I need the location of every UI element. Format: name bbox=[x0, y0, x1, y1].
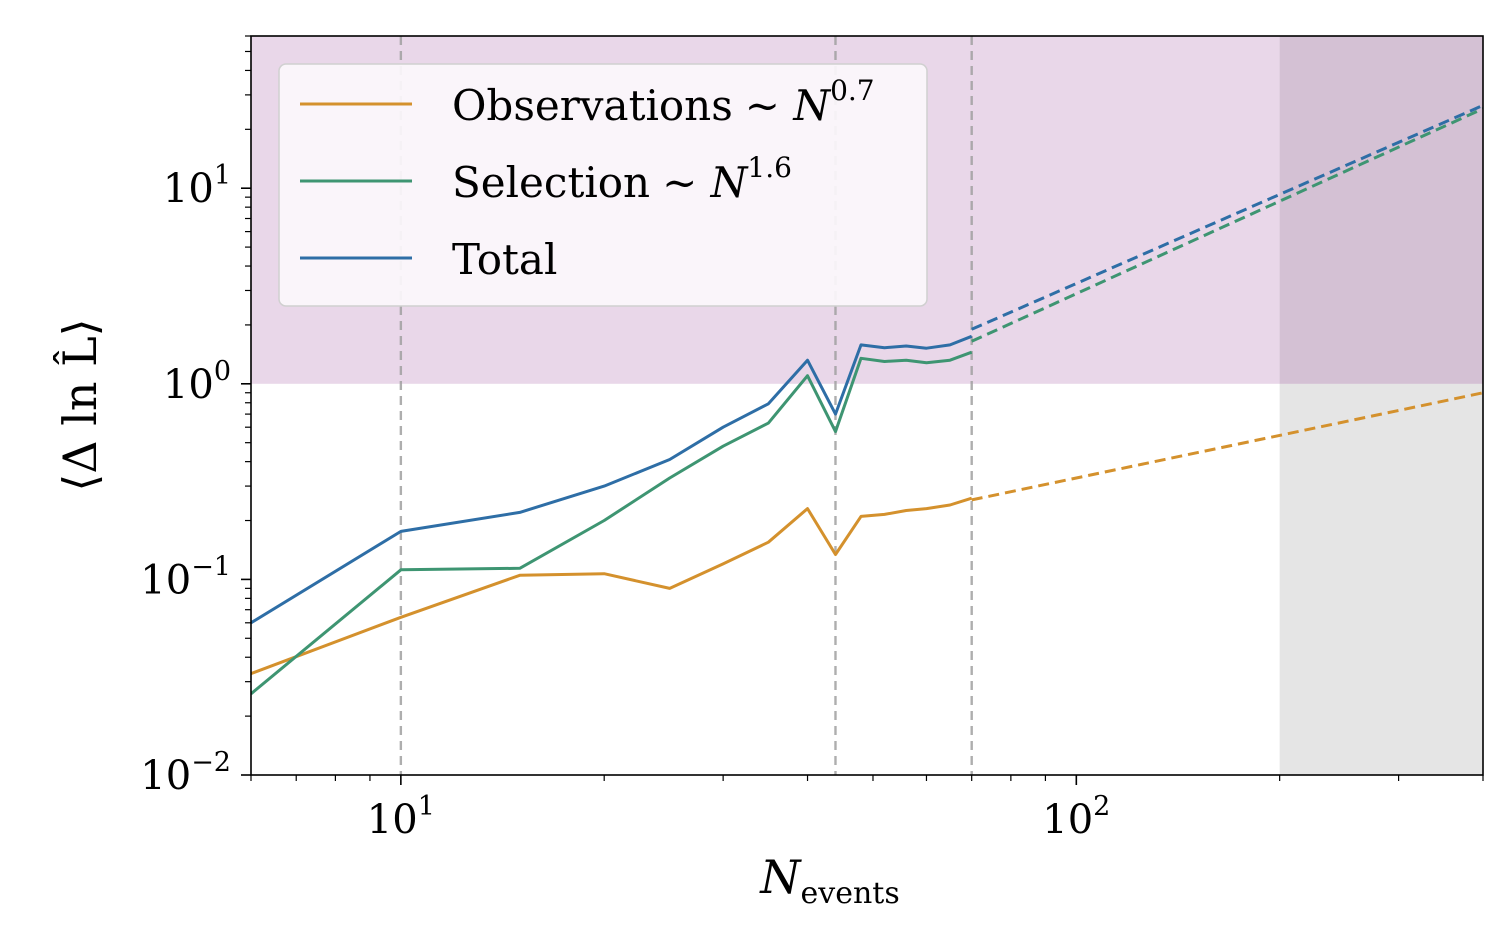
legend-label-observations: Observations ∼ N0.7 bbox=[452, 74, 875, 130]
y-tick-label: 101 bbox=[163, 160, 231, 212]
series-line-observations bbox=[251, 496, 973, 676]
legend-box bbox=[278, 63, 928, 307]
y-tick-label: 10−2 bbox=[140, 747, 231, 799]
y-axis-ticks: 10−2 10−1 100 101 bbox=[140, 35, 251, 799]
series-line-total bbox=[251, 334, 973, 625]
y-tick-label: 100 bbox=[163, 356, 231, 408]
x-axis-ticks: 101 102 bbox=[250, 775, 1484, 843]
legend-label-total: Total bbox=[452, 235, 557, 284]
y-tick-label: 10−1 bbox=[140, 551, 231, 603]
extrapolation-line-selection bbox=[971, 107, 1483, 343]
plot-frame bbox=[250, 35, 1484, 776]
shaded-region-overlap bbox=[1279, 36, 1483, 384]
x-tick-label: 102 bbox=[1042, 791, 1110, 843]
y-axis-label: ⟨Δ ln L̂⟩ bbox=[53, 318, 107, 491]
legend: Observations ∼ N0.7 Selection ∼ N1.6 Total bbox=[278, 63, 928, 307]
extrapolation-line-observations bbox=[971, 391, 1483, 502]
legend-label-selection: Selection ∼ N1.6 bbox=[452, 151, 792, 207]
x-tick-label: 101 bbox=[367, 791, 435, 843]
extrapolation-line-total bbox=[971, 104, 1483, 331]
series-group bbox=[251, 104, 1483, 695]
series-line-selection bbox=[251, 350, 973, 695]
x-axis-label: Nevents bbox=[759, 850, 899, 911]
